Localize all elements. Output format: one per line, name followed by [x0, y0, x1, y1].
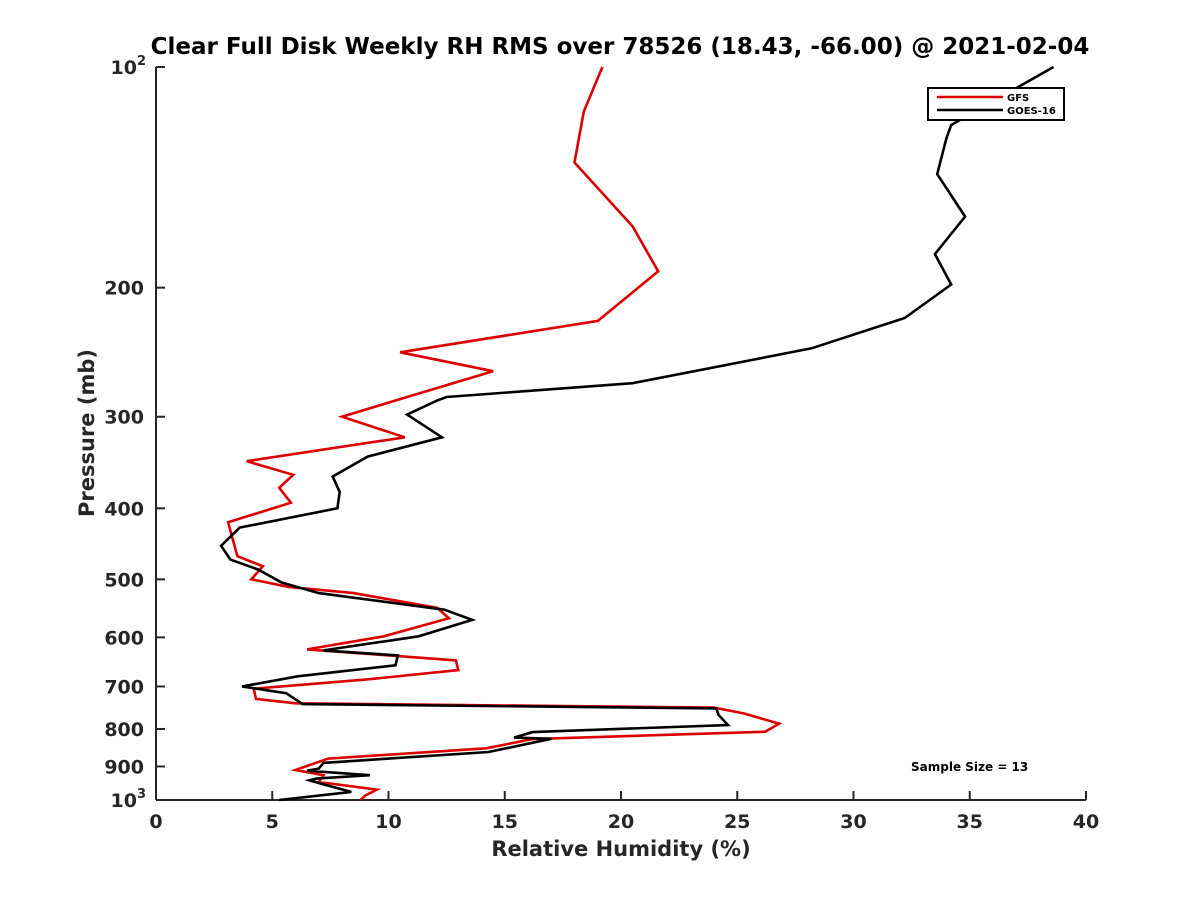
y-tick-label-exponent: 2 [137, 54, 146, 69]
y-tick-label: 200 [104, 278, 144, 300]
legend-label-goes16: GOES-16 [1007, 106, 1056, 117]
x-tick-label: 30 [840, 811, 866, 833]
sample-size-annotation: Sample Size = 13 [911, 760, 1028, 774]
x-tick-label: 35 [957, 811, 983, 833]
x-tick-label: 20 [608, 811, 634, 833]
y-tick-label: 800 [104, 719, 144, 741]
y-tick-label: 700 [104, 676, 144, 698]
y-tick-label: 400 [104, 498, 144, 520]
legend-label-gfs: GFS [1007, 93, 1029, 104]
y-tick-label-base: 10 [111, 57, 137, 79]
y-tick-label-base: 10 [111, 790, 137, 812]
y-tick-label: 300 [104, 407, 144, 429]
x-tick-label: 25 [724, 811, 750, 833]
x-tick-label: 0 [149, 811, 162, 833]
y-tick-label: 900 [104, 756, 144, 778]
y-tick-label: 500 [104, 569, 144, 591]
series-line-goes16 [219, 65, 1055, 802]
x-tick-label: 5 [266, 811, 279, 833]
y-tick-label: 600 [104, 627, 144, 649]
x-axis-label: Relative Humidity (%) [491, 837, 750, 861]
y-tick-label: 103 [111, 787, 147, 812]
x-axis-ticks: 0 5 10 15 20 25 30 35 40 [149, 791, 1099, 833]
y-axis-label: Pressure (mb) [75, 349, 99, 517]
data-series [219, 65, 1055, 802]
chart-title: Clear Full Disk Weekly RH RMS over 78526… [151, 34, 1090, 60]
series-line-gfs [226, 66, 783, 801]
y-tick-label: 102 [111, 54, 147, 79]
legend-box [927, 87, 1065, 121]
x-tick-label: 15 [492, 811, 518, 833]
x-tick-label: 10 [375, 811, 401, 833]
legend: GFS GOES-16 [927, 87, 1065, 121]
y-tick-label-exponent: 3 [137, 787, 146, 802]
x-tick-label: 40 [1073, 811, 1099, 833]
